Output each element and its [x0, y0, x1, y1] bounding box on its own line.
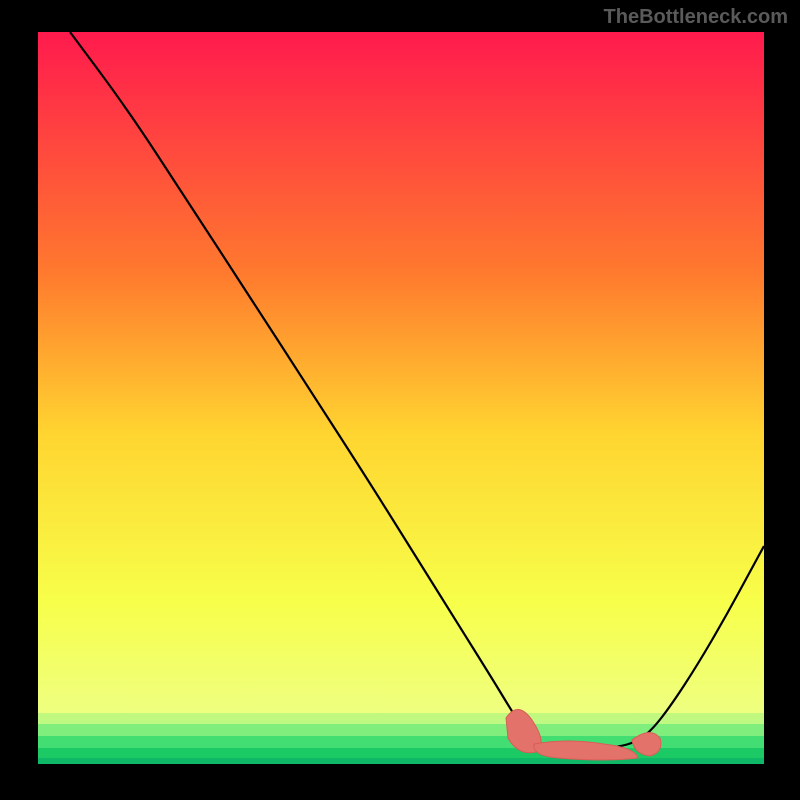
plot-gradient-area — [38, 32, 764, 764]
marker-blob — [506, 709, 661, 760]
watermark-text: TheBottleneck.com — [604, 6, 788, 29]
bottleneck-curve — [70, 32, 764, 749]
marker-blob-segment — [632, 732, 661, 756]
chart-svg — [38, 32, 764, 764]
marker-blob-segment — [534, 741, 638, 760]
